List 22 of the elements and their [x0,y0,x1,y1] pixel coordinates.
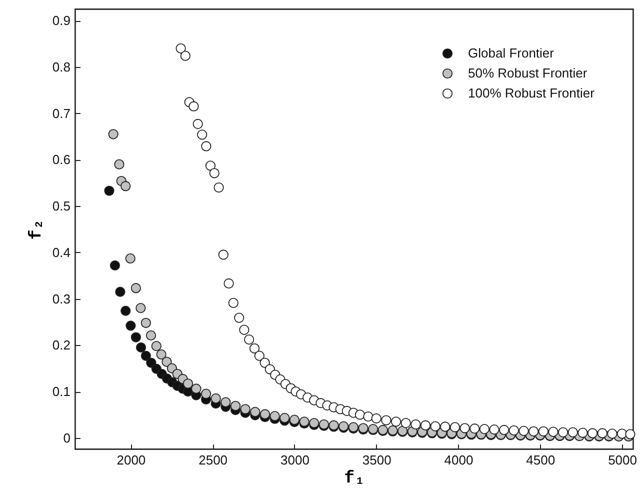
y-tick-label: 0.2 [52,338,70,353]
y-tick-label: 0.7 [52,106,70,121]
y-tick-label: 0.4 [52,244,70,260]
y-tick-label: 0 [63,430,70,446]
y-axis-title: f₂ [27,219,46,240]
y-tick-label: 0.9 [52,13,70,28]
y-tick-label: 0.3 [52,291,70,306]
x-tick-label: 2000 [116,452,146,468]
x-tick-label: 3500 [362,452,392,468]
x-tick-label: 4000 [444,452,474,468]
x-tick-label: 4500 [526,452,556,468]
legend-label: Global Frontier [468,46,555,60]
y-tick-label: 0.8 [52,59,70,74]
x-tick-label: 5000 [608,452,637,468]
y-tick-label: 0.6 [52,152,70,168]
x-axis-title: f₁ [344,470,365,488]
y-tick-label: 0.1 [52,384,70,400]
x-tick-label: 2500 [198,452,228,468]
y-tick-label: 0.5 [52,198,70,214]
legend-label: 50% Robust Frontier [468,66,588,80]
legend-label: 100% Robust Frontier [468,86,596,100]
x-tick-label: 3000 [280,452,310,468]
